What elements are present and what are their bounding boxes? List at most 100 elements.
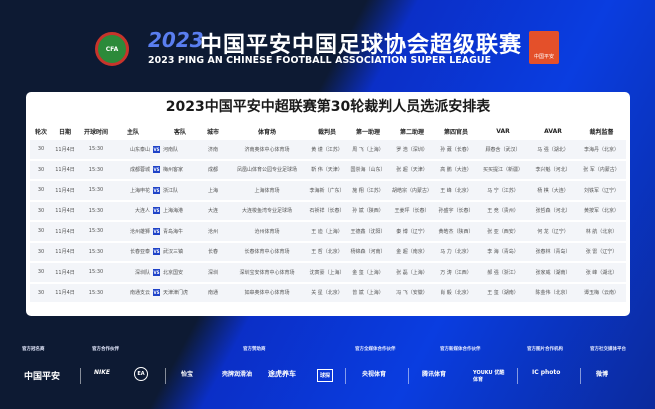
fourth-official-cell: 高 鹏（大连）	[435, 160, 477, 179]
league-title-en: 2023 PING AN CHINESE FOOTBALL ASSOCIATIO…	[148, 55, 492, 66]
column-header: 开球时间	[83, 128, 108, 136]
var-cell: 马 宁（江苏）	[477, 181, 529, 200]
stadium-cell: 上海体育场	[227, 181, 307, 200]
avar-cell: 张春林（青岛）	[529, 242, 577, 261]
home-team-cell: 山东泰山	[114, 140, 152, 159]
supervisor-cell: 谭玉梅（云南）	[577, 283, 626, 302]
kickoff-cell: 15:30	[78, 181, 114, 200]
round-cell: 30	[30, 201, 52, 220]
home-team-cell: 长春亚泰	[114, 242, 152, 261]
weibo-logo: 微博	[596, 371, 609, 378]
assistant1-cell: 周 飞（上海）	[347, 140, 389, 159]
assistant1-cell: 金 玺（上海）	[347, 263, 389, 282]
assistant2-cell: 罗 浩（深圳）	[389, 140, 435, 159]
column-header: VAR	[496, 127, 510, 135]
supervisor-cell: 黄按军（北京）	[577, 201, 626, 220]
column-header: 主队	[126, 128, 139, 136]
divider	[80, 368, 81, 384]
table-row: 30 11月4日 15:30 深圳队 VS 北京国安 深圳 深圳宝安体育中心体育场 沈寅豪（上海…	[30, 263, 626, 282]
league-title-cn: 中国平安中国足球协会超级联赛	[200, 33, 523, 58]
vs-cell: VS	[152, 181, 161, 200]
schedule-card: 2023中国平安中超联赛第30轮裁判人员选派安排表 轮次 日期 开球时间 主队 客队 城市…	[26, 92, 630, 316]
vs-cell: VS	[152, 242, 161, 261]
sponsor-logo: 球探	[317, 369, 334, 382]
avar-cell: 何 龙（辽宁）	[529, 222, 577, 241]
vs-icon: VS	[153, 186, 160, 194]
lubricant-logo: 壳牌润滑油	[222, 371, 253, 378]
avar-cell: 李兴魁（河北）	[529, 160, 577, 179]
round-cell: 30	[30, 222, 52, 241]
sponsor-category: 官方合作伙伴	[92, 347, 119, 352]
assistant2-cell: 王姜坪（长春）	[389, 201, 435, 220]
stadium-cell: 大连梭鱼湾专业足球场	[227, 201, 307, 220]
ea-logo: EA	[134, 367, 148, 381]
stadium-cell: 如皋奥体中心体育场	[227, 283, 307, 302]
vs-icon: VS	[153, 145, 160, 153]
away-team-cell: 天津津门虎	[161, 283, 199, 302]
home-team-cell: 深圳队	[114, 263, 152, 282]
stadium-cell: 凤凰山体育公园专业足球场	[227, 160, 307, 179]
referee-cell: 黄 谨（江苏）	[307, 140, 347, 159]
home-team-cell: 沧州雄狮	[114, 222, 152, 241]
header: CFA 2023 中国平安中国足球协会超级联赛 2023 PING AN CHI…	[0, 0, 655, 90]
referee-table: 轮次 日期 开球时间 主队 客队 城市 体育场 裁判员 第一助理 第二助理 第四官员 VAR AVAR 裁…	[30, 122, 626, 304]
fourth-official-cell: 黄皓杰（陕西）	[435, 222, 477, 241]
pingan-logo: 中国平安	[24, 372, 61, 382]
assistant1-cell: 曾 斌（上海）	[347, 283, 389, 302]
fourth-official-cell: 万 涛（江西）	[435, 263, 477, 282]
assistant1-cell: 国崇海（山东）	[347, 160, 389, 179]
table-row: 30 11月4日 15:30 大连人 VS 上海海港 大连 大连梭鱼湾专业足球场 石祯祥（长春）…	[30, 201, 626, 220]
column-header: 城市	[206, 128, 219, 136]
round-cell: 30	[30, 181, 52, 200]
column-header: 客队	[173, 128, 186, 136]
kickoff-cell: 15:30	[78, 222, 114, 241]
vs-cell: VS	[152, 222, 161, 241]
tencent-sports-logo: 腾讯体育	[422, 371, 447, 378]
round-cell: 30	[30, 160, 52, 179]
date-cell: 11月4日	[52, 201, 78, 220]
supervisor-cell: 李海丹（北京）	[577, 140, 626, 159]
fourth-official-cell: 马 力（北京）	[435, 242, 477, 261]
assistant1-cell: 杨锦森（河南）	[347, 242, 389, 261]
page-title: 2023中国平安中超联赛第30轮裁判人员选派安排表	[165, 99, 491, 115]
date-cell: 11月4日	[52, 160, 78, 179]
var-cell: 李 海（青岛）	[477, 242, 529, 261]
stadium-cell: 长春体育中心体育场	[227, 242, 307, 261]
city-cell: 济南	[199, 140, 227, 159]
away-team-cell: 北京国安	[161, 263, 199, 282]
csl-badge-logo: 中国平安	[529, 31, 559, 64]
city-cell: 长春	[199, 242, 227, 261]
fourth-official-cell: 肖 毅（北京）	[435, 283, 477, 302]
column-header: 第四官员	[443, 128, 468, 136]
nike-logo: NIKE	[94, 369, 111, 376]
home-team-cell: 大连人	[114, 201, 152, 220]
sponsor-category: 官方赞助商	[243, 347, 266, 352]
avar-cell: 陈金伟（北京）	[529, 283, 577, 302]
column-header: 轮次	[34, 128, 47, 136]
table-row: 30 11月4日 15:30 成都蓉城 VS 梅州客家 成都 凤凰山体育公园专业足球场靳 伟（…	[30, 160, 626, 179]
var-cell: 王 玺（湖南）	[477, 283, 529, 302]
away-team-cell: 河南队	[161, 140, 199, 159]
city-cell: 上海	[199, 181, 227, 200]
stadium-cell: 深圳宝安体育中心体育场	[227, 263, 307, 282]
assistant2-cell: 张 磊（上海）	[389, 263, 435, 282]
vs-icon: VS	[153, 207, 160, 215]
assistant1-cell: 孙 斌（陕西）	[347, 201, 389, 220]
column-header: 日期	[58, 128, 71, 136]
date-cell: 11月4日	[52, 263, 78, 282]
kickoff-cell: 15:30	[78, 263, 114, 282]
vs-cell: VS	[152, 160, 161, 179]
table-row: 30 11月4日 15:30 沧州雄狮 VS 青岛海牛 沧州 沧州体育场王 迪（上海） 王德鑫（…	[30, 222, 626, 241]
sponsor-footer: 官方冠名商 官方合作伙伴 官方赞助商 官方全媒体合作伙伴 官方新媒体合作伙伴 官…	[0, 338, 655, 409]
fourth-official-cell: 孙 葳（长春）	[435, 140, 477, 159]
home-team-cell: 成都蓉城	[114, 160, 152, 179]
table-row: 30 11月4日 15:30 南通支云 VS 天津津门虎 南通 如皋奥体中心体育场关 星（北京…	[30, 283, 626, 302]
vs-cell: VS	[152, 283, 161, 302]
home-team-cell: 上海申花	[114, 181, 152, 200]
tuhu-logo: 途虎养车	[268, 370, 296, 378]
city-cell: 沧州	[199, 222, 227, 241]
sponsor-category: 官方全媒体合作伙伴	[355, 347, 396, 352]
assistant2-cell: 秦 博（辽宁）	[389, 222, 435, 241]
cestbon-logo: 怡宝	[181, 371, 194, 378]
city-cell: 大连	[199, 201, 227, 220]
